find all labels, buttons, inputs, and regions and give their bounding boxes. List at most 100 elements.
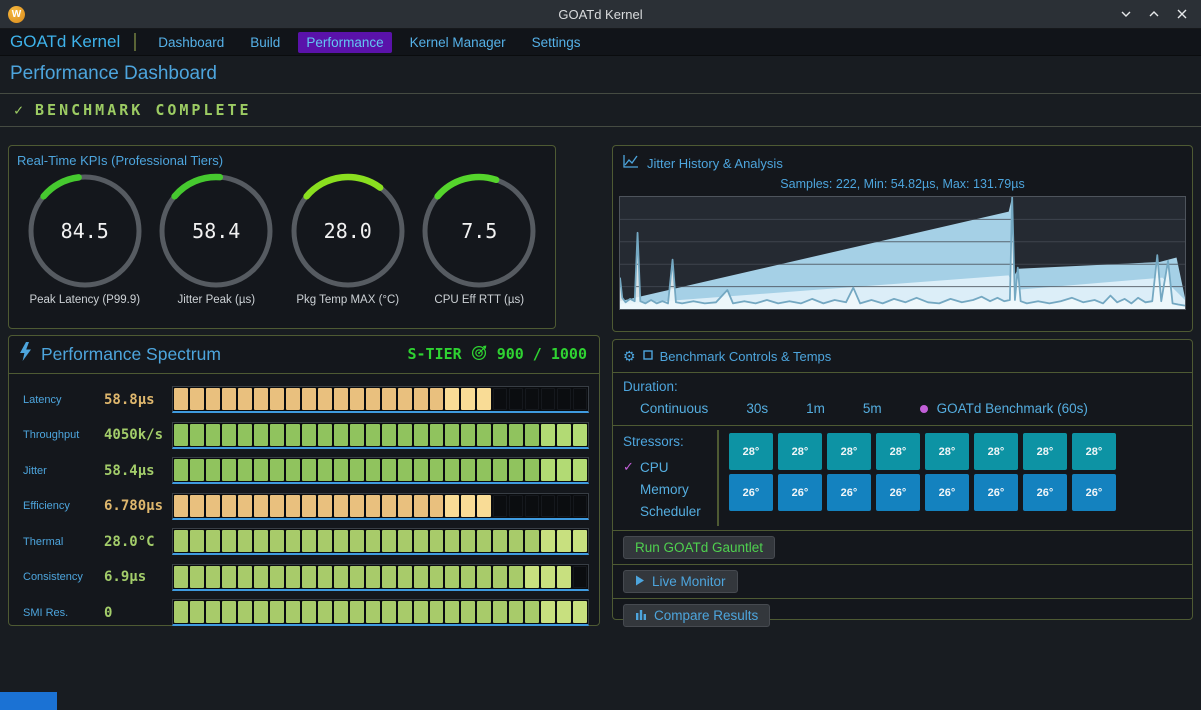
bar-segment: [413, 423, 428, 446]
bar-segment: [429, 423, 444, 446]
duration-option-continuous[interactable]: Continuous: [640, 401, 709, 416]
play-icon: [635, 574, 645, 589]
bar-segment: [461, 423, 476, 446]
bar-segment: [174, 459, 188, 482]
bar-segment: [333, 423, 348, 446]
bar-segment: [557, 601, 572, 624]
stressor-scheduler[interactable]: Scheduler: [623, 500, 717, 522]
bar-segment: [189, 423, 204, 446]
tab-performance[interactable]: Performance: [298, 31, 392, 53]
compare-results-button[interactable]: Compare Results: [623, 604, 771, 627]
bar-segment: [461, 601, 476, 624]
bar-segment: [445, 388, 460, 411]
controls-panel: ⚙ Benchmark Controls & Temps Duration: C…: [612, 339, 1193, 627]
duration-option-30s[interactable]: 30s: [746, 401, 769, 416]
close-icon[interactable]: [1175, 7, 1189, 21]
bar-segment: [221, 565, 236, 588]
bar-segment: [333, 601, 348, 624]
duration-option-goatd-benchmark[interactable]: GOATd Benchmark (60s): [919, 401, 1088, 416]
bar-segment: [509, 565, 524, 588]
bar-segment: [237, 423, 252, 446]
run-gauntlet-row: Run GOATd Gauntlet: [613, 531, 1192, 564]
chevron-up-icon[interactable]: [1147, 7, 1161, 21]
bar-segment: [205, 530, 220, 553]
bar-segment: [493, 423, 508, 446]
bar-segment: [237, 459, 252, 482]
bar-segment: [413, 530, 428, 553]
controls-title: Benchmark Controls & Temps: [659, 348, 832, 364]
bar-segment: [397, 530, 412, 553]
bar-segment: [525, 565, 540, 588]
bar-segment: [477, 565, 492, 588]
bar-segment: [253, 565, 268, 588]
bar-segment: [253, 423, 268, 446]
bar-segment: [493, 494, 508, 517]
duration-option-1m[interactable]: 1m: [806, 401, 825, 416]
kpi-gauge: 58.4 Jitter Peak (µs): [151, 172, 283, 306]
bar-segment: [237, 601, 252, 624]
tab-build[interactable]: Build: [250, 34, 281, 50]
bar-segment: [429, 388, 444, 411]
chevron-down-icon[interactable]: [1119, 7, 1133, 21]
brand: GOATd Kernel: [10, 32, 121, 51]
line-chart-icon: [623, 154, 639, 173]
bar-segment: [397, 423, 412, 446]
jitter-title: Jitter History & Analysis: [647, 156, 783, 171]
bar-segment: [493, 601, 508, 624]
segmented-bar: [172, 599, 589, 627]
bar-segment: [365, 388, 380, 411]
bar-segment: [317, 565, 332, 588]
bar-segment: [477, 423, 492, 446]
lightning-icon: [19, 342, 32, 366]
bar-segment: [253, 530, 268, 553]
row-value: 28.0°C: [104, 533, 155, 550]
bar-segment: [573, 494, 588, 517]
spectrum-row-thermal: Thermal 28.0°C: [23, 524, 589, 560]
bar-segment: [509, 423, 524, 446]
temp-cell: 28°: [827, 433, 871, 470]
temp-row: 26° 26° 26° 26° 26° 26° 26° 26°: [729, 474, 1116, 511]
bar-segment: [429, 565, 444, 588]
bar-segment: [573, 601, 588, 624]
tab-kernel-manager[interactable]: Kernel Manager: [409, 34, 506, 50]
bar-segment: [445, 459, 460, 482]
bar-segment: [301, 423, 316, 446]
tab-dashboard[interactable]: Dashboard: [158, 34, 225, 50]
bar-segment: [557, 459, 572, 482]
duration-option-5m[interactable]: 5m: [862, 401, 882, 416]
live-monitor-button[interactable]: Live Monitor: [623, 570, 738, 593]
row-value: 0: [104, 604, 113, 621]
bar-segment: [205, 423, 220, 446]
stressor-memory[interactable]: Memory: [623, 478, 717, 500]
bar-segment: [174, 530, 188, 553]
bar-segment: [461, 565, 476, 588]
bar-segment: [429, 494, 444, 517]
bar-segment: [253, 459, 268, 482]
bar-segment: [253, 388, 268, 411]
stressor-cpu[interactable]: ✓ CPU: [623, 456, 717, 478]
bar-segment: [349, 388, 364, 411]
bar-segment: [189, 459, 204, 482]
bar-segment: [381, 565, 396, 588]
bar-segment: [221, 530, 236, 553]
run-gauntlet-button[interactable]: Run GOATd Gauntlet: [623, 536, 776, 559]
navbar: GOATd Kernel Dashboard Build Performance Ke…: [0, 29, 1201, 56]
bar-segment: [397, 601, 412, 624]
kpi-gauges: 84.5 Peak Latency (P99.9) 58.4 Jitter Peak …: [17, 168, 547, 306]
spectrum-row-jitter: Jitter 58.4µs: [23, 453, 589, 489]
bar-segment: [573, 565, 588, 588]
spectrum-title: Performance Spectrum: [41, 343, 221, 364]
bar-segment: [541, 601, 556, 624]
row-label: Throughput: [23, 429, 80, 442]
bar-segment: [317, 601, 332, 624]
gear-icon: ⚙: [623, 348, 636, 364]
bar-segment: [349, 459, 364, 482]
bar-segment: [205, 601, 220, 624]
tab-settings[interactable]: Settings: [531, 34, 581, 50]
bar-segment: [333, 565, 348, 588]
bar-segment: [269, 565, 284, 588]
spectrum-row-consistency: Consistency 6.9µs: [23, 560, 589, 596]
bar-segment: [317, 530, 332, 553]
bar-segment: [285, 530, 300, 553]
bar-segment: [525, 494, 540, 517]
